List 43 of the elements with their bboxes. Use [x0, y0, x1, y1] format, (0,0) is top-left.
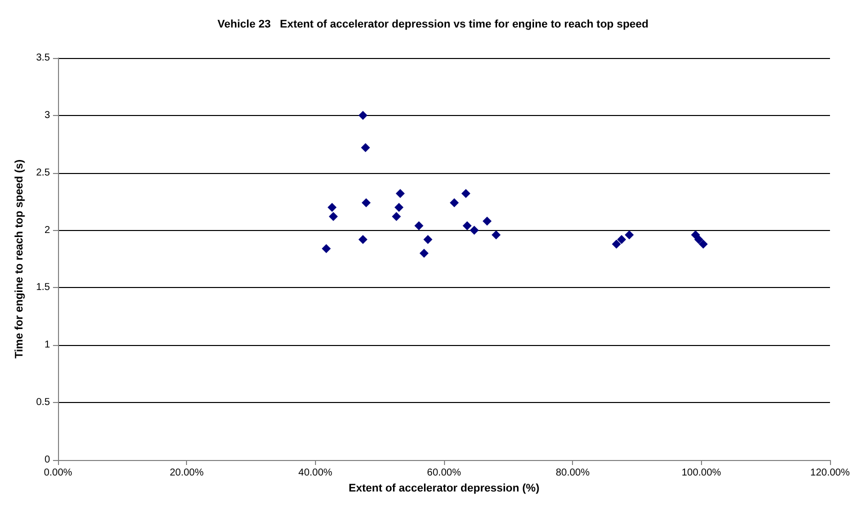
point [694, 234, 704, 244]
x-tick-label: 40.00% [298, 468, 332, 478]
point [420, 248, 429, 258]
x-axis-title: Extent of accelerator depression (%) [348, 482, 540, 494]
point [361, 143, 370, 152]
point [462, 221, 472, 230]
point [423, 234, 432, 244]
x-tick-label: 80.00% [556, 468, 590, 478]
chart-title: Vehicle 23 Extent of accelerator depression vs time for engine to reach top speed [218, 18, 648, 30]
point [461, 189, 470, 198]
x-tick-label: 20.00% [170, 468, 204, 478]
x-tick-label: 0.00% [44, 468, 72, 478]
point [492, 230, 501, 240]
point [396, 189, 405, 198]
point [394, 202, 404, 212]
y-tick-label: 2 [44, 224, 50, 236]
point [358, 110, 368, 120]
y-tick-label: 3.5 [36, 52, 50, 64]
point [698, 240, 708, 249]
point [450, 198, 459, 208]
point [328, 212, 338, 222]
point [414, 221, 424, 230]
y-tick-label: 1.5 [36, 282, 50, 294]
x-tick-label: 60.00% [427, 468, 462, 478]
point [362, 198, 371, 208]
point [617, 234, 626, 244]
point [612, 240, 621, 249]
y-tick-label: 2.5 [36, 167, 50, 178]
x-tick-label: 100.00% [682, 468, 722, 478]
point [392, 212, 401, 222]
y-tick-label: 0.5 [36, 397, 50, 408]
y-axis-title: Time for engine to reach top speed (s) [14, 159, 26, 359]
point [322, 244, 331, 254]
point [470, 226, 479, 235]
point [624, 230, 634, 240]
point [482, 216, 492, 226]
y-tick-label: 1 [44, 340, 50, 351]
point [691, 230, 700, 240]
point [328, 202, 337, 212]
y-tick-label: 0 [44, 454, 50, 466]
point [358, 234, 368, 244]
x-tick-label: 120.00% [810, 468, 850, 478]
y-tick-label: 3 [44, 110, 50, 121]
